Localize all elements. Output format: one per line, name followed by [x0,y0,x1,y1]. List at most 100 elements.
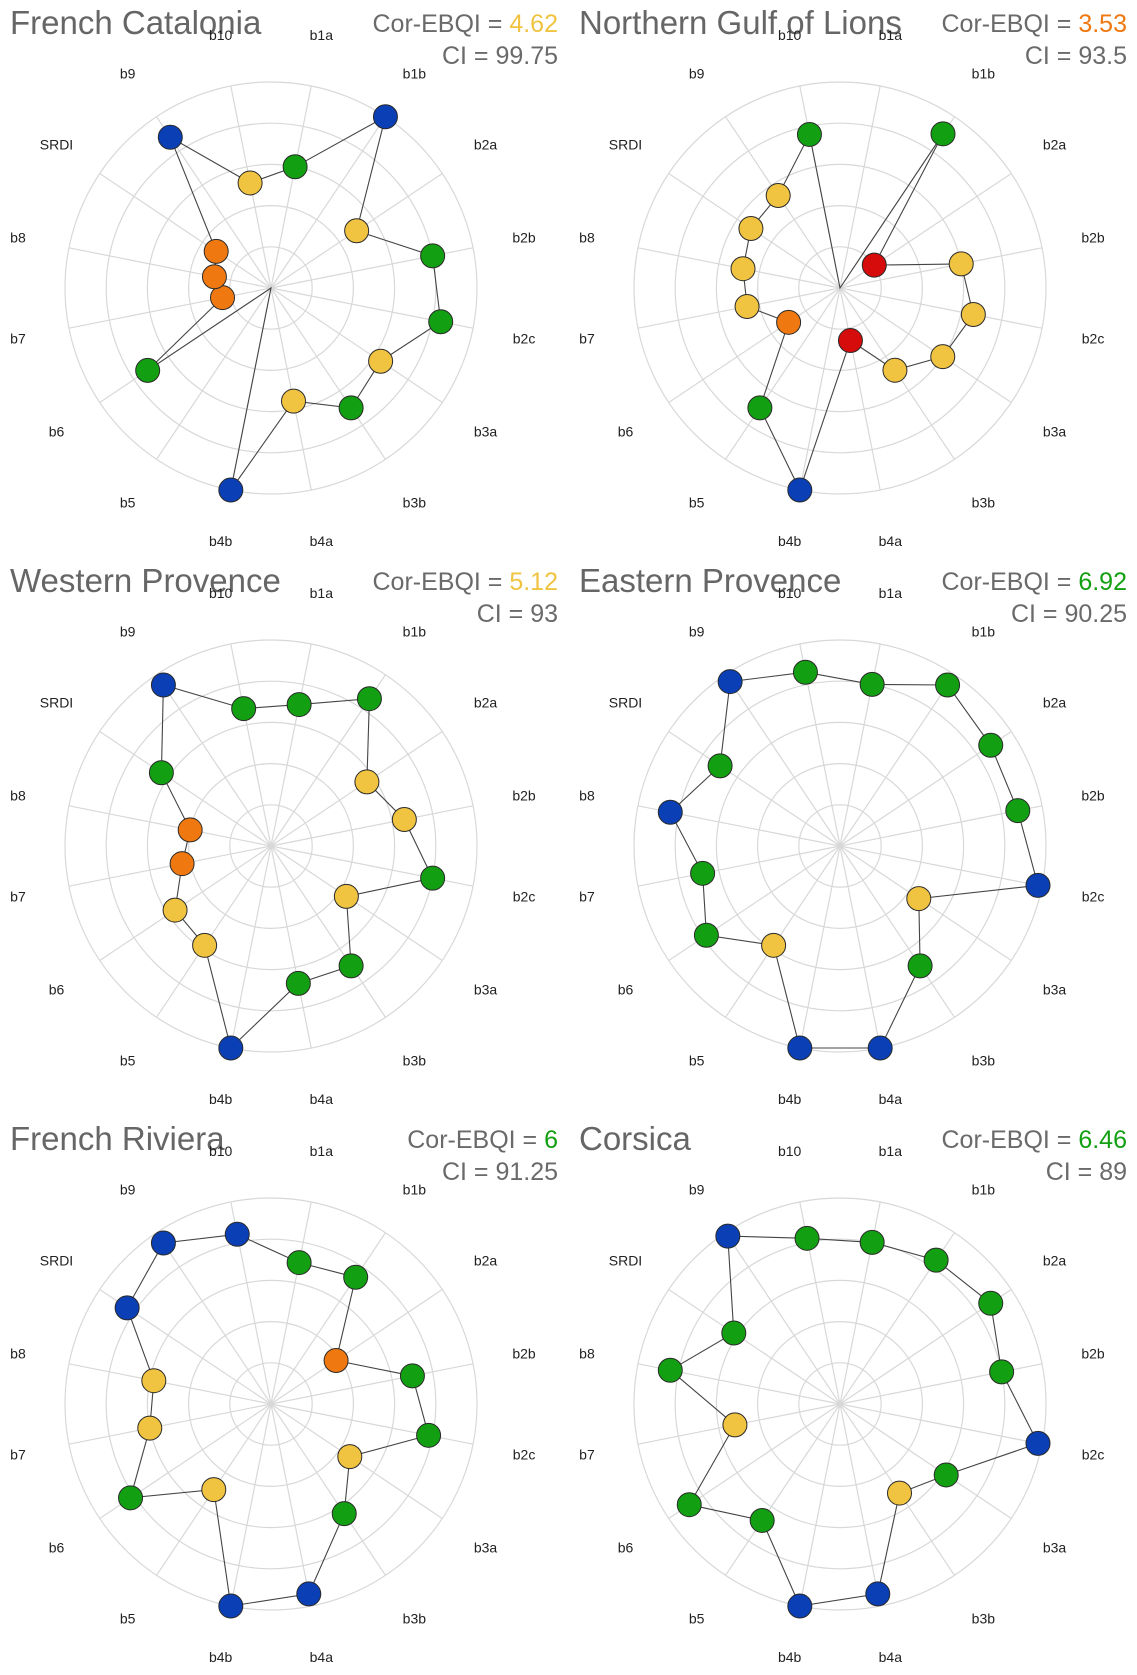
grid-spoke [839,85,881,289]
axis-label: b3b [972,495,996,511]
grid-ring [674,122,1006,454]
data-point-b3a [906,886,932,912]
data-point-b2a [344,218,370,244]
radar-chart: b1a b1b b2a b2b b2c b3a b3b b4a b4b b5 b6 b7 b8 SRDI b… [579,585,1105,1107]
data-point-b10 [224,1221,250,1247]
grid-spoke [839,247,1043,289]
data-point-b2c [428,309,454,335]
grid-spoke [799,845,841,1049]
axis-label: b3a [474,981,498,997]
data-point-b9 [765,183,791,209]
axis-label: b10 [778,27,802,43]
data-point-b2a [978,1290,1004,1316]
grid-ring [633,639,1047,1053]
grid-ring [798,804,882,888]
axis-label: b2a [1043,1253,1067,1269]
axis-label: b5 [689,1611,705,1627]
axis-label: b4a [879,1091,903,1107]
axis-label: b6 [49,423,65,439]
data-point-b5 [749,1507,775,1533]
data-point-b6 [162,897,188,923]
axis-label: b6 [49,981,65,997]
axis-label: b2a [1043,137,1067,153]
grid-spoke [99,173,272,289]
radar-grid-lines [64,1197,478,1611]
axis-label: b3b [972,1053,996,1069]
axis-label: b1a [310,1143,334,1159]
axis-label: b4a [879,533,903,549]
panel-french-catalonia: French Catalonia Cor-EBQI = 4.62 CI = 99… [0,0,568,558]
grid-spoke [230,1403,272,1607]
grid-spoke [68,1403,272,1445]
data-point-b8 [657,1357,683,1383]
data-point-b10 [794,1225,820,1251]
grid-spoke [839,674,955,847]
axis-label: b1b [972,623,996,639]
axis-label: b7 [579,888,595,904]
axis-label: b6 [49,1539,65,1555]
data-point-b5 [761,932,787,958]
panel-french-riviera: French Riviera Cor-EBQI = 6 CI = 91.25 b… [0,1116,568,1674]
axis-label: b8 [579,230,595,246]
panel-title: French Riviera [10,1120,225,1157]
data-point-b4a [296,1581,322,1607]
axis-label: b9 [120,1181,136,1197]
data-point-b5 [201,1477,227,1503]
grid-spoke [68,1363,272,1405]
grid-spoke [270,287,386,460]
axis-label: b9 [689,65,705,81]
ci-value: 90.25 [1064,600,1127,628]
cor-ebqi-label: Cor-EBQI = [941,568,1079,596]
axis-label: b2b [1081,1346,1105,1362]
axis-label: b9 [120,65,136,81]
axis-label: b3b [403,1611,427,1627]
axis-label: b5 [120,1053,136,1069]
data-point-b4a [865,1581,891,1607]
axis-label: b4a [310,1649,334,1665]
grid-ring [798,1362,882,1446]
grid-spoke [270,85,312,289]
axis-label: SRDI [40,695,73,711]
axis-label: b5 [120,1611,136,1627]
axis-label: b10 [778,585,802,601]
ci-value: 89 [1099,1158,1127,1186]
grid-spoke [668,731,841,847]
grid-spoke [725,1403,841,1576]
axis-label: b1b [403,623,427,639]
axis-label: b3b [403,495,427,511]
grid-ring [229,1362,313,1446]
data-point-b10 [231,696,257,722]
data-point-b8 [657,799,683,825]
axis-label: b6 [618,423,634,439]
data-point-srdi [738,215,764,241]
axis-label: b2b [512,1346,536,1362]
data-point-b9 [157,124,183,150]
axis-label: b2c [513,888,536,904]
radar-chart: b1a b1b b2a b2b b2c b3a b3b b4a b4b b5 b6 b7 b8 SRDI b… [10,585,536,1107]
grid-spoke [156,287,272,460]
radar-chart: b1a b1b b2a b2b b2c b3a b3b b4a b4b b5 b6 b7 b8 SRDI b… [10,1143,536,1665]
grid-spoke [270,1403,386,1576]
ci-readout: CI = 93 [477,600,558,629]
radar-chart: b1a b1b b2a b2b b2c b3a b3b b4a b4b b5 b6 b7 b8 SRDI b… [579,1143,1105,1665]
ci-readout: CI = 91.25 [442,1158,558,1187]
grid-spoke [270,1363,474,1405]
axis-label: b3a [1043,1539,1067,1555]
grid-spoke [799,1403,841,1607]
grid-ring [146,1279,396,1529]
grid-spoke [839,845,955,1018]
data-point-b1a [859,671,885,697]
data-point-b6 [118,1485,144,1511]
axis-label: b4b [209,1091,233,1107]
ci-label: CI = [1010,600,1065,628]
data-point-b3a [368,348,394,374]
axis-label: b2a [1043,695,1067,711]
cor-ebqi-value: 6.92 [1078,568,1127,596]
axis-label: SRDI [40,137,73,153]
grid-ring [188,763,355,930]
data-point-b3b [338,953,364,979]
data-point-b10 [792,659,818,685]
data-point-b1b [930,121,956,147]
cor-ebqi-label: Cor-EBQI = [941,10,1079,38]
grid-ring [798,246,882,330]
